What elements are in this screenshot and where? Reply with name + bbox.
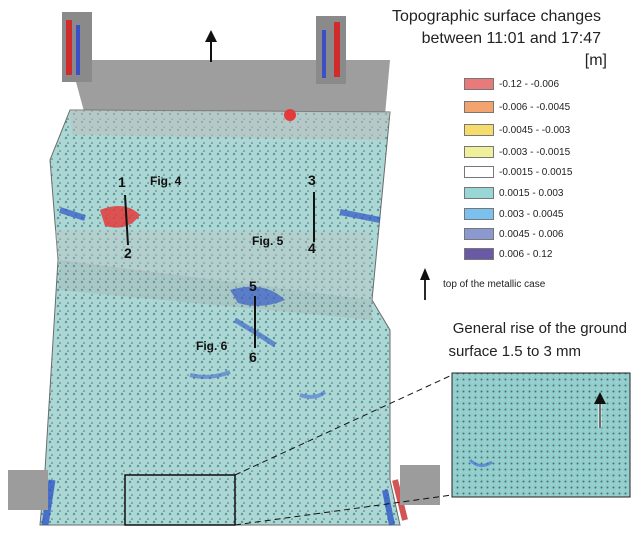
inset-source-box — [124, 474, 236, 526]
legend-label: 0.006 - 0.12 — [499, 248, 553, 260]
legend-label: 0.0045 - 0.006 — [499, 228, 564, 240]
legend-swatch — [464, 208, 494, 220]
legend-swatch — [464, 166, 494, 178]
case-orientation-arrow-icon — [420, 268, 430, 300]
unit-label: [m] — [584, 52, 607, 69]
legend-label: -0.006 - -0.0045 — [499, 101, 571, 113]
profile-point-5: 5 — [249, 278, 257, 294]
legend-swatch — [464, 124, 494, 136]
negative-change-patch — [100, 206, 140, 228]
legend-swatch — [464, 146, 494, 158]
profile-point-3: 3 — [308, 172, 316, 188]
legend-swatch — [464, 187, 494, 199]
legend-label: -0.12 - -0.006 — [499, 78, 560, 90]
legend-swatch — [464, 78, 494, 90]
profile-point-1: 1 — [118, 174, 126, 190]
legend-item: -0.12 - -0.006 — [464, 76, 559, 92]
legend-item: -0.006 - -0.0045 — [464, 99, 570, 115]
profile-point-4: 4 — [308, 240, 316, 256]
legend-label: 0.003 - 0.0045 — [499, 208, 564, 220]
legend-item: -0.0015 - 0.0015 — [464, 164, 572, 180]
profile-point-2: 2 — [124, 245, 132, 261]
north-arrow-icon — [205, 30, 217, 62]
title-line-1: Topographic surface changes — [391, 8, 601, 25]
legend-item: 0.0015 - 0.003 — [464, 185, 564, 201]
legend-swatch — [464, 248, 494, 260]
rise-note-line-1: General rise of the ground — [452, 320, 627, 337]
inset-arrow-icon — [594, 392, 606, 428]
legend-swatch — [464, 101, 494, 113]
profile-line-1-2 — [124, 194, 129, 246]
fig-6-label: Fig. 6 — [196, 339, 228, 353]
legend-label: 0.0015 - 0.003 — [499, 187, 564, 199]
front-ledge-right — [400, 465, 440, 505]
title-line-2: between 11:01 and 17:47 — [421, 30, 601, 47]
profile-point-6: 6 — [249, 349, 257, 365]
legend-item: 0.006 - 0.12 — [464, 246, 552, 262]
fig-4-label: Fig. 4 — [150, 174, 182, 188]
case-back-rim — [70, 60, 390, 115]
legend-label: -0.0045 - -0.003 — [499, 124, 571, 136]
legend-swatch — [464, 228, 494, 240]
right-post — [316, 16, 346, 84]
zoom-line-bottom — [234, 494, 453, 526]
legend-label: -0.003 - -0.0015 — [499, 146, 571, 158]
legend-item: -0.003 - -0.0015 — [464, 144, 570, 160]
fig-5-label: Fig. 5 — [252, 234, 284, 248]
legend-item: 0.0045 - 0.006 — [464, 226, 564, 242]
front-ledge-left — [8, 470, 48, 510]
legend-item: -0.0045 - -0.003 — [464, 122, 570, 138]
case-orientation-note: top of the metallic case — [443, 279, 546, 290]
legend-label: -0.0015 - 0.0015 — [499, 166, 573, 178]
inset-panel — [451, 372, 631, 498]
rise-note-line-2: surface 1.5 to 3 mm — [448, 343, 581, 360]
legend-item: 0.003 - 0.0045 — [464, 206, 564, 222]
